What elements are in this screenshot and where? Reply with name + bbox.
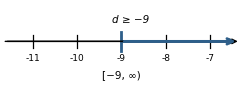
Text: [−9, ∞): [−9, ∞)	[102, 70, 141, 80]
Text: -8: -8	[161, 54, 170, 63]
Text: -11: -11	[26, 54, 41, 63]
Text: -10: -10	[70, 54, 85, 63]
Text: -7: -7	[205, 54, 214, 63]
Text: d ≥ −9: d ≥ −9	[112, 15, 149, 25]
Text: -9: -9	[117, 54, 126, 63]
